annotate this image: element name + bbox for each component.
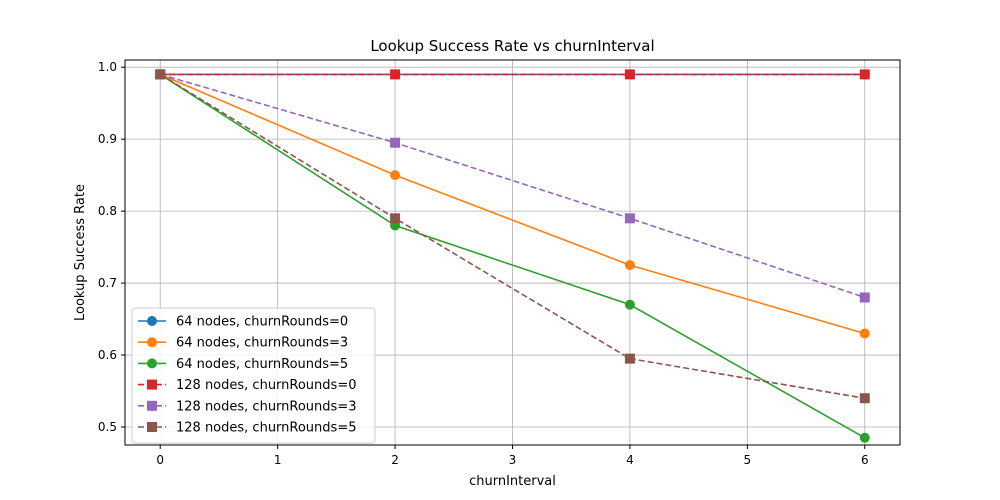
data-point (390, 170, 401, 181)
data-point (390, 69, 401, 80)
legend-label: 64 nodes, churnRounds=5 (176, 357, 348, 372)
y-tick-label: 0.8 (98, 204, 117, 218)
series (155, 69, 870, 404)
y-axis-title: Lookup Success Rate (73, 184, 88, 321)
legend-label: 128 nodes, churnRounds=3 (176, 399, 356, 414)
legend-item: 64 nodes, churnRounds=0 (138, 315, 348, 330)
legend-label: 64 nodes, churnRounds=3 (176, 336, 348, 351)
x-tick-label: 6 (861, 453, 869, 467)
data-point (624, 69, 635, 80)
legend-item: 64 nodes, churnRounds=3 (138, 336, 348, 351)
x-axis-title: churnInterval (469, 474, 556, 489)
data-point (624, 299, 635, 310)
data-point (624, 260, 635, 271)
y-tick-label: 0.7 (98, 276, 117, 290)
data-point (390, 213, 401, 224)
y-tick-label: 0.6 (98, 348, 117, 362)
x-tick-label: 3 (509, 453, 517, 467)
legend-marker (147, 400, 157, 411)
series-line (160, 73, 866, 299)
x-tick-label: 1 (274, 453, 282, 467)
legend-marker (147, 379, 157, 390)
series-layer (155, 69, 870, 443)
legend: 64 nodes, churnRounds=0 64 nodes, churnRo… (131, 307, 376, 444)
legend-label: 128 nodes, churnRounds=0 (176, 378, 356, 393)
y-tick-label: 0.5 (98, 420, 117, 434)
legend-label: 128 nodes, churnRounds=5 (176, 421, 356, 436)
data-point (859, 393, 870, 404)
x-tick-label: 4 (626, 453, 634, 467)
data-point (859, 69, 870, 80)
data-point (155, 69, 166, 80)
legend-marker (147, 358, 157, 369)
series-line (159, 73, 865, 400)
legend-label: 64 nodes, churnRounds=0 (176, 315, 348, 330)
chart-title: Lookup Success Rate vs churnInterval (370, 37, 654, 55)
grid (125, 60, 900, 445)
legend-item: 128 nodes, churnRounds=5 (138, 421, 356, 436)
y-tick-label: 0.9 (98, 132, 117, 146)
axis-ticks: 0 1 2 3 4 5 6 0.5 0.6 0.7 0.8 0.9 1.0 (98, 60, 869, 467)
data-point (859, 292, 870, 303)
legend-item: 128 nodes, churnRounds=0 (138, 378, 356, 393)
legend-item: 64 nodes, churnRounds=5 (138, 357, 348, 372)
data-point (390, 137, 401, 148)
x-tick-label: 2 (391, 453, 399, 467)
data-point (859, 432, 870, 443)
series-line (159, 73, 865, 335)
legend-box (131, 307, 376, 444)
legend-marker (147, 422, 157, 432)
legend-marker (147, 337, 157, 348)
x-tick-label: 0 (156, 453, 164, 467)
data-point (859, 328, 870, 339)
series-line (159, 73, 866, 439)
y-tick-label: 1.0 (98, 60, 117, 74)
data-point (624, 353, 635, 364)
x-tick-label: 5 (744, 453, 752, 467)
legend-marker (147, 316, 157, 326)
data-point (624, 213, 635, 224)
legend-item: 128 nodes, churnRounds=3 (138, 399, 356, 414)
